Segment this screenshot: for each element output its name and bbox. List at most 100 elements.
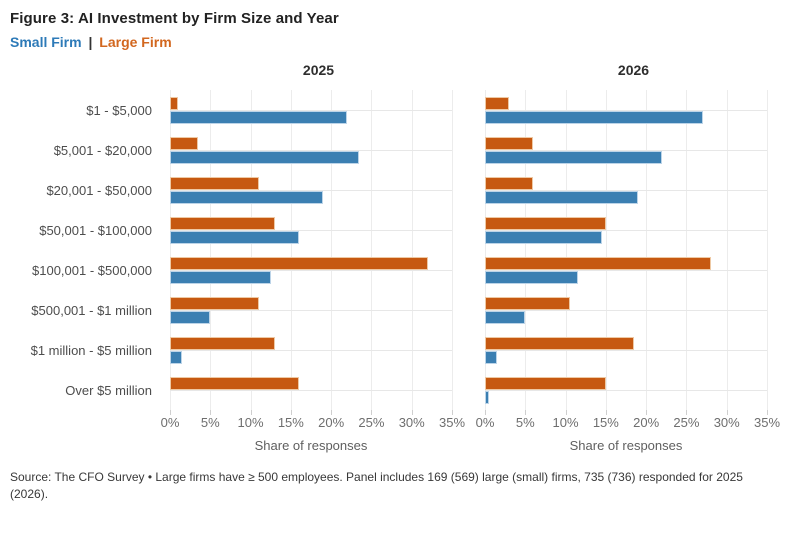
- axis-tick-mark: [726, 410, 728, 415]
- bar-group: [485, 330, 767, 370]
- axis-tick-label: 20%: [318, 415, 345, 430]
- panel-title: 2026: [617, 62, 650, 78]
- gridline-vertical: [565, 90, 567, 410]
- axis-tick-mark: [525, 410, 527, 415]
- category-label: $20,001 - $50,000: [46, 182, 152, 198]
- plot-2026: [485, 90, 768, 410]
- chart-area: $1 - $5,000 $5,001 - $20,000 $20,001 - $50…: [10, 60, 782, 453]
- gridline-horizontal: [485, 270, 767, 271]
- small-firm-bar: [170, 310, 211, 324]
- x-axis-label: Share of responses: [569, 438, 683, 453]
- axis-tick-mark: [331, 410, 333, 415]
- gridline-vertical: [726, 90, 728, 410]
- category-label: $5,001 - $20,000: [53, 142, 152, 158]
- bar-group: [485, 250, 767, 290]
- bar-group: [485, 90, 767, 130]
- axis-tick-label: 15%: [277, 415, 304, 430]
- axis-tick-mark: [290, 410, 292, 415]
- axis-tick-label: 35%: [438, 415, 466, 430]
- large-firm-bar: [485, 216, 606, 230]
- legend-small-firm: Small Firm: [10, 34, 82, 50]
- bar-group: [485, 290, 767, 330]
- gridline-horizontal: [485, 310, 767, 311]
- large-firm-bar: [170, 216, 275, 230]
- bar-group: [170, 370, 452, 410]
- small-firm-bar: [170, 110, 348, 124]
- small-firm-bar: [485, 190, 639, 204]
- bar-group: [485, 130, 767, 170]
- axis-tick-label: 10%: [552, 415, 579, 430]
- large-firm-bar: [170, 376, 299, 390]
- bar-group: [170, 90, 452, 130]
- legend-separator: |: [88, 34, 93, 50]
- bar-group: [485, 370, 767, 410]
- gridline-vertical: [250, 90, 252, 410]
- small-firm-bar: [485, 110, 703, 124]
- gridline-horizontal: [485, 350, 767, 351]
- axis-tick-label: 5%: [515, 415, 535, 430]
- axis-tick-label: 0%: [475, 415, 495, 430]
- x-axis-2025: 0% 5% 10% 15% 20% 25% 30% 35%: [161, 410, 465, 431]
- small-firm-bar: [485, 270, 578, 284]
- gridline-vertical: [411, 90, 413, 410]
- bar-group: [170, 330, 452, 370]
- large-firm-bar: [485, 136, 534, 150]
- bar-group: [485, 170, 767, 210]
- gridline-horizontal: [170, 230, 452, 231]
- axis-tick-mark: [605, 410, 607, 415]
- gridline-vertical: [525, 90, 527, 410]
- large-firm-bar: [170, 176, 259, 190]
- small-firm-bar: [170, 270, 271, 284]
- plot-2025: [170, 90, 453, 410]
- source-note: Source: The CFO Survey • Large firms hav…: [10, 470, 743, 502]
- bar-group: [170, 210, 452, 250]
- axis-tick-label: 30%: [713, 415, 740, 430]
- gridline-horizontal: [170, 270, 452, 271]
- axis-tick-label: 30%: [398, 415, 425, 430]
- small-firm-bar: [170, 230, 299, 244]
- small-firm-bar: [485, 350, 498, 364]
- axis-tick-label: 5%: [200, 415, 220, 430]
- bar-group: [170, 290, 452, 330]
- gridline-vertical: [646, 90, 648, 410]
- labels-spacer: [10, 60, 152, 90]
- gridline-vertical: [210, 90, 212, 410]
- gridline-horizontal: [170, 390, 452, 391]
- figure-container: Figure 3: AI Investment by Firm Size and…: [10, 10, 782, 502]
- axis-tick-label: 35%: [753, 415, 781, 430]
- gridline-vertical: [331, 90, 333, 410]
- bar-group: [170, 250, 452, 290]
- axis-tick-mark: [485, 410, 486, 415]
- axis-tick-mark: [646, 410, 648, 415]
- axis-tick-label: 25%: [673, 415, 700, 430]
- figure-title: Figure 3: AI Investment by Firm Size and…: [10, 10, 339, 27]
- category-labels: $1 - $5,000 $5,001 - $20,000 $20,001 - $50…: [10, 60, 152, 453]
- bar-group: [485, 210, 767, 250]
- axis-tick-label: 0%: [160, 415, 180, 430]
- axis-tick-label: 20%: [633, 415, 660, 430]
- gridline-vertical: [371, 90, 373, 410]
- gridline-vertical: [767, 90, 768, 410]
- small-firm-bar: [485, 390, 490, 404]
- gridline-horizontal: [485, 390, 767, 391]
- gridline-vertical: [452, 90, 453, 410]
- small-firm-bar: [485, 230, 602, 244]
- large-firm-bar: [485, 256, 711, 270]
- axis-tick-mark: [170, 410, 171, 415]
- small-firm-bar: [170, 350, 183, 364]
- large-firm-bar: [485, 376, 606, 390]
- category-label: Over $5 million: [65, 382, 152, 398]
- axis-tick-mark: [210, 410, 212, 415]
- category-label: $1 - $5,000: [86, 102, 152, 118]
- axis-tick-label: 15%: [592, 415, 619, 430]
- large-firm-bar: [170, 96, 179, 110]
- category-label: $50,001 - $100,000: [39, 222, 152, 238]
- axis-tick-mark: [411, 410, 413, 415]
- category-label: $500,001 - $1 million: [31, 302, 152, 318]
- small-firm-bar: [485, 150, 663, 164]
- category-label: $1 million - $5 million: [30, 342, 152, 358]
- small-firm-bar: [170, 150, 360, 164]
- axis-tick-mark: [371, 410, 373, 415]
- gridline-vertical: [170, 90, 171, 410]
- bar-group: [170, 170, 452, 210]
